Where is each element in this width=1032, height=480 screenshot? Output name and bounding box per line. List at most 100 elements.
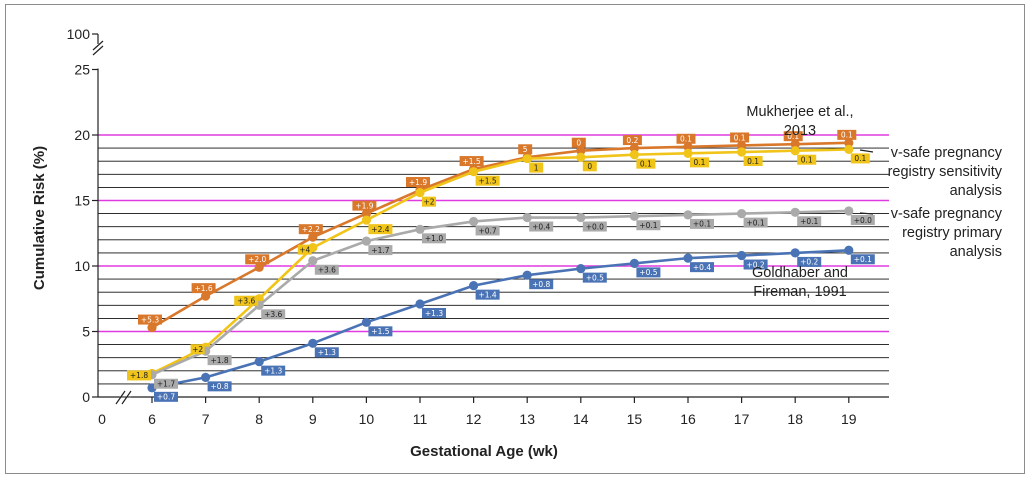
data-label-bg	[690, 262, 714, 273]
data-label: +1.8	[210, 356, 228, 365]
data-label: +2.4	[371, 225, 389, 234]
data-point	[683, 142, 693, 152]
annotation-text: 2013	[784, 123, 816, 139]
data-label-bg	[475, 289, 500, 300]
data-label: +2.0	[248, 255, 266, 264]
annotation-text: v-safe pregnancy	[891, 206, 1003, 222]
x-tick-label: 12	[466, 411, 482, 427]
data-point	[790, 207, 800, 217]
data-label-bg	[459, 156, 484, 167]
x-tick-label: 11	[413, 411, 428, 427]
data-label: +1.7	[371, 246, 389, 255]
x-tick-label: 8	[255, 411, 263, 427]
data-label-bg	[797, 216, 822, 227]
data-point	[844, 138, 854, 148]
data-label: +2	[423, 197, 434, 206]
data-label-bg	[207, 355, 232, 366]
data-label: +1.3	[425, 309, 443, 318]
data-label: +2.2	[302, 225, 320, 234]
data-label: +0.8	[210, 382, 228, 391]
data-point	[361, 317, 371, 327]
data-label: 0.1	[854, 154, 866, 163]
data-label-bg	[797, 154, 817, 165]
data-label: 0.1	[747, 157, 759, 166]
data-label: +0.4	[693, 263, 711, 272]
data-point	[522, 270, 532, 280]
x-tick-label: 13	[519, 411, 535, 427]
annotation-leader	[859, 212, 874, 215]
data-label: +4	[299, 245, 310, 254]
data-point	[308, 232, 318, 242]
data-point	[308, 338, 318, 348]
data-label: +0.1	[746, 218, 764, 227]
data-point	[737, 147, 747, 157]
annotation-text: Mukherjee et al.,	[746, 104, 853, 120]
data-point	[629, 150, 640, 160]
data-label: +0.7	[478, 226, 496, 235]
annotation-leader	[859, 149, 874, 153]
data-label-bg	[422, 307, 446, 318]
data-label-bg	[622, 135, 642, 146]
data-label: +3.6	[264, 310, 282, 319]
data-label-bg	[297, 244, 312, 255]
data-point	[737, 209, 747, 219]
data-label-bg	[422, 196, 436, 207]
data-label: 0.1	[801, 156, 813, 165]
data-label: +0.4	[532, 222, 550, 231]
data-point	[629, 258, 640, 268]
data-label-bg	[475, 225, 500, 236]
data-point	[683, 148, 693, 158]
data-label-bg	[636, 267, 661, 278]
data-point	[576, 152, 586, 162]
data-label-bg	[529, 279, 554, 290]
data-label-bg	[191, 283, 216, 294]
data-label: +0.1	[854, 255, 872, 264]
annotation-text: Goldhaber and	[752, 265, 848, 281]
data-point	[844, 144, 854, 155]
y-tick-label: 25	[74, 62, 90, 78]
data-label: +1.3	[264, 366, 282, 375]
data-label: +2	[192, 345, 203, 354]
data-point	[683, 210, 693, 220]
data-label-bg	[690, 218, 714, 229]
data-label-bg	[368, 224, 393, 235]
data-label: +1.5	[462, 157, 480, 166]
data-point	[361, 215, 371, 225]
data-label-bg	[783, 131, 803, 142]
data-point	[844, 245, 854, 255]
data-label-bg	[518, 144, 533, 155]
y-tick-label: 20	[74, 127, 90, 143]
annotation-text: analysis	[950, 244, 1002, 260]
data-point	[522, 153, 532, 164]
data-label: +0.5	[586, 273, 604, 282]
data-label-bg	[245, 254, 270, 265]
data-label: 0.1	[680, 135, 692, 144]
data-label: +1.9	[409, 178, 427, 187]
data-label: +3.6	[237, 297, 255, 306]
data-label: +0.0	[854, 216, 872, 225]
x-tick-label: 19	[841, 411, 857, 427]
x-axis-break	[121, 390, 132, 405]
annotation-text: registry sensitivity	[888, 164, 1003, 180]
data-label-bg	[837, 129, 857, 140]
y-tick-label: 5	[82, 324, 90, 340]
annotation-text: Fireman, 1991	[753, 284, 847, 300]
y-axis-break	[92, 45, 104, 56]
data-label-bg	[850, 214, 875, 225]
data-point	[201, 291, 211, 301]
series-line	[151, 209, 849, 376]
y-axis-break	[92, 40, 104, 51]
series-line	[151, 148, 849, 375]
data-label-bg	[636, 158, 656, 169]
data-label: +1.8	[130, 371, 148, 380]
data-label: +1.5	[371, 327, 389, 336]
data-point	[469, 216, 479, 227]
x-tick-label: 15	[627, 411, 643, 427]
data-label-bg	[850, 254, 875, 265]
data-label: +1.5	[478, 176, 496, 185]
data-label-bg	[207, 381, 232, 392]
x-axis-title: Gestational Age (wk)	[410, 443, 558, 460]
data-label-bg	[314, 347, 339, 358]
y-axis-title: Cumulative Risk (%)	[31, 146, 48, 290]
